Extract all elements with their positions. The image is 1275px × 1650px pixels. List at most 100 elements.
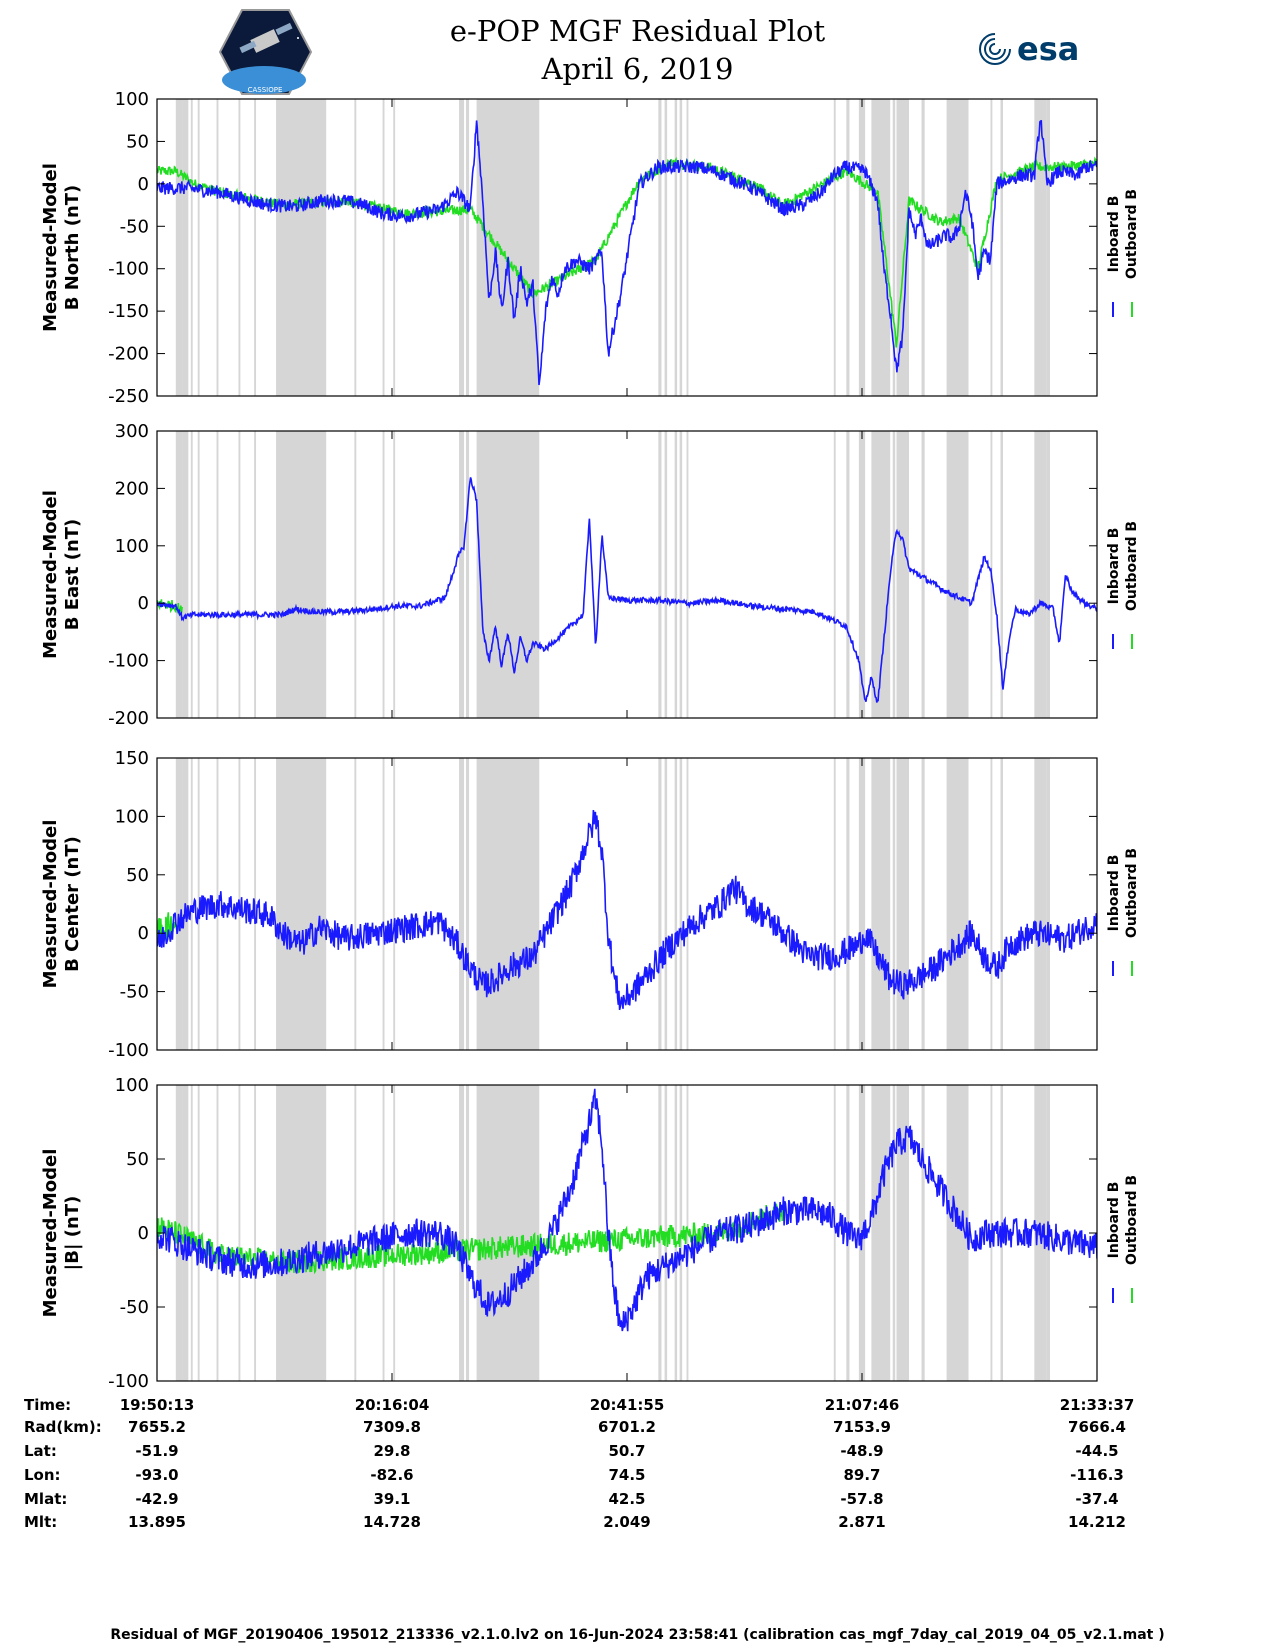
shaded-interval [858, 431, 866, 718]
b-mag-panel: 100 50 0 -50 -100 Measured-Model|B| (nT) Inboa… [40, 1075, 1140, 1392]
shaded-interval [658, 99, 662, 396]
b-east-legend: Inboard B Outboard B [1106, 521, 1140, 611]
y-tick-label: 150 [115, 748, 149, 769]
x-row-value: -82.6 [370, 1466, 414, 1484]
shaded-interval [1034, 758, 1047, 1050]
b-mag-y-label: Measured-Model|B| (nT) [40, 1149, 83, 1318]
shaded-interval [686, 99, 689, 396]
shaded-interval [382, 431, 385, 718]
x-row-value: 7655.2 [128, 1418, 186, 1436]
shaded-interval [858, 99, 866, 396]
y-tick-label: 100 [115, 89, 149, 110]
x-row-label: Mlat: [24, 1490, 68, 1508]
y-label-line: B East (nT) [62, 519, 83, 631]
x-row-value: 7309.8 [363, 1418, 421, 1436]
x-row-label: Rad(km): [24, 1418, 102, 1436]
b-mag-outboard-line [157, 1202, 785, 1275]
x-row-value: 20:16:04 [354, 1396, 430, 1414]
y-tick-label: 100 [115, 806, 149, 827]
shaded-interval [393, 758, 396, 1050]
shaded-interval [871, 99, 891, 396]
y-label-line: B North (nT) [62, 185, 83, 311]
shaded-interval [459, 1085, 465, 1381]
shaded-interval [238, 99, 241, 396]
b-east-y-label: Measured-ModelB East (nT) [40, 490, 83, 659]
y-label-line: Measured-Model [40, 1149, 61, 1318]
legend-inboard-label: Inboard B [1106, 855, 1122, 932]
shaded-interval [254, 99, 257, 396]
shaded-interval [946, 431, 969, 718]
shaded-interval [354, 758, 357, 1050]
shaded-interval [182, 99, 189, 396]
y-tick-label: -50 [120, 1297, 149, 1318]
shaded-interval [664, 99, 668, 396]
x-row-value: 14.212 [1068, 1513, 1126, 1531]
shaded-interval [382, 99, 385, 396]
shaded-interval [190, 99, 193, 396]
x-row-value: 29.8 [373, 1442, 411, 1460]
b-center-inboard-line [157, 809, 1097, 1011]
y-tick-label: 0 [138, 593, 149, 614]
shaded-interval [1000, 758, 1003, 1050]
y-tick-label: -50 [120, 982, 149, 1003]
y-label-line: B Center (nT) [62, 836, 83, 972]
shaded-interval [679, 99, 683, 396]
shaded-interval [476, 99, 540, 396]
shaded-interval [465, 1085, 470, 1381]
shaded-interval [1000, 99, 1003, 396]
y-tick-label: -100 [108, 259, 149, 280]
x-row-value: -48.9 [840, 1442, 884, 1460]
shaded-interval [178, 758, 183, 1050]
shaded-interval [896, 431, 909, 718]
shaded-interval [190, 758, 193, 1050]
shaded-interval [946, 99, 969, 396]
shaded-interval [896, 99, 909, 396]
shaded-interval [946, 1085, 969, 1381]
y-tick-label: -100 [108, 651, 149, 672]
y-tick-label: -50 [120, 216, 149, 237]
shaded-interval [254, 1085, 257, 1381]
y-label-line: Measured-Model [40, 163, 61, 332]
shaded-interval [276, 758, 327, 1050]
shaded-interval [664, 431, 668, 718]
x-row-value: 7153.9 [833, 1418, 891, 1436]
shaded-interval [674, 758, 678, 1050]
y-tick-label: 50 [126, 1149, 149, 1170]
shaded-interval [238, 431, 241, 718]
shaded-interval [382, 758, 385, 1050]
shaded-interval [833, 758, 836, 1050]
shaded-interval [990, 758, 993, 1050]
cassiope-logo-text: CASSIOPE [248, 86, 283, 94]
shaded-interval [465, 431, 470, 718]
b-mag-legend: Inboard B Outboard B [1106, 1175, 1140, 1265]
shaded-interval [679, 431, 683, 718]
y-tick-label: 0 [138, 1223, 149, 1244]
x-row-value: 21:07:46 [824, 1396, 900, 1414]
shaded-interval [833, 1085, 836, 1381]
legend-outboard-label: Outboard B [1124, 848, 1140, 938]
shaded-interval [871, 1085, 891, 1381]
shaded-interval [679, 758, 683, 1050]
x-row-label: Lat: [24, 1442, 57, 1460]
shaded-interval [190, 431, 193, 718]
esa-swirl-icon [979, 33, 1011, 65]
legend-inboard-label: Inboard B [1106, 528, 1122, 605]
x-row-value: 6701.2 [598, 1418, 656, 1436]
shaded-interval [686, 758, 689, 1050]
x-row-value: 39.1 [373, 1490, 411, 1508]
shaded-interval [465, 758, 470, 1050]
shaded-interval [459, 99, 465, 396]
shaded-interval [354, 431, 357, 718]
shaded-interval [393, 99, 396, 396]
x-row-value: 2.049 [603, 1513, 651, 1531]
b-center-y-label: Measured-ModelB Center (nT) [40, 820, 83, 989]
shaded-interval [197, 99, 200, 396]
shaded-interval [921, 758, 925, 1050]
shaded-interval [892, 431, 896, 718]
shaded-interval [465, 99, 470, 396]
x-row-value: 7666.4 [1068, 1418, 1126, 1436]
shaded-interval [197, 1085, 200, 1381]
x-row-value: 19:50:13 [119, 1396, 195, 1414]
legend-inboard-label: Inboard B [1106, 196, 1122, 273]
